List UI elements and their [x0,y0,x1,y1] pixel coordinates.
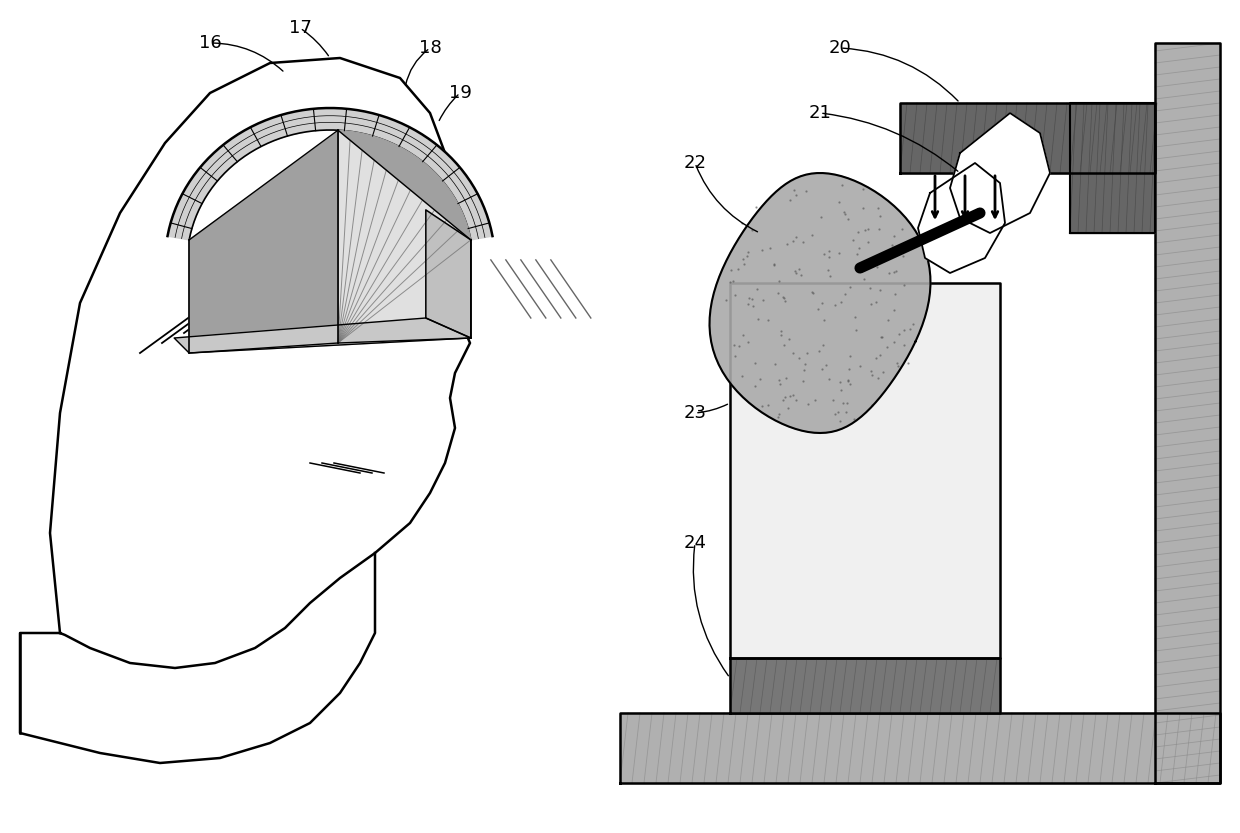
Text: 20: 20 [828,39,852,57]
Polygon shape [425,210,471,338]
Polygon shape [1070,103,1154,233]
Polygon shape [730,658,999,713]
Text: 22: 22 [683,154,707,172]
Text: 21: 21 [808,104,832,122]
Polygon shape [1154,43,1220,783]
Polygon shape [709,173,930,433]
Polygon shape [620,713,1220,783]
Polygon shape [918,163,1004,273]
Polygon shape [339,130,471,343]
Polygon shape [167,108,492,240]
Polygon shape [900,103,1154,173]
Text: 24: 24 [683,534,707,552]
Polygon shape [174,318,471,353]
Polygon shape [20,553,374,763]
Text: 19: 19 [449,84,471,102]
Text: 16: 16 [198,34,222,52]
Polygon shape [50,58,470,668]
Text: 23: 23 [683,404,707,422]
Polygon shape [730,283,999,658]
Text: 17: 17 [289,19,311,37]
Polygon shape [190,130,471,353]
Text: 18: 18 [419,39,441,57]
Polygon shape [950,113,1050,233]
